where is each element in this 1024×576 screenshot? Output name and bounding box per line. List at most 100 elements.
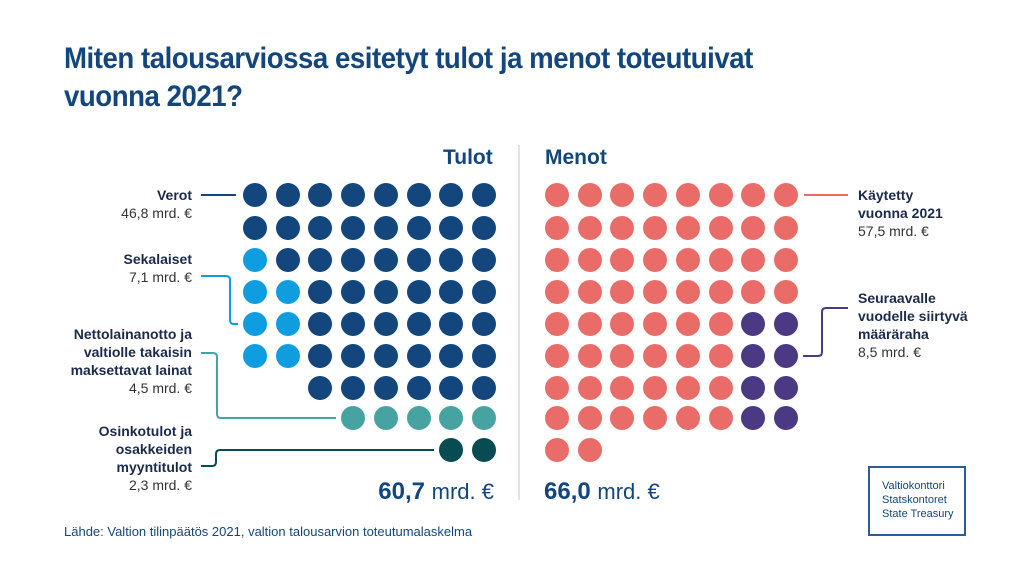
dot-verot <box>439 216 464 240</box>
dot-käytetty <box>545 312 569 336</box>
dot-käytetty <box>708 376 733 400</box>
dot-nettolainanotto <box>406 406 431 430</box>
dot-sekalaiset <box>243 344 267 368</box>
dot-sekalaiset <box>275 312 300 336</box>
dot-verot <box>439 312 464 336</box>
dot-verot <box>471 312 496 336</box>
dot-verot <box>406 216 431 240</box>
dot-sekalaiset <box>243 312 267 336</box>
dot-käytetty <box>675 183 700 207</box>
menot-total-unit: mrd. € <box>597 479 660 504</box>
dot-käytetty <box>643 183 668 207</box>
dot-käytetty <box>610 216 635 240</box>
dot-käytetty <box>708 312 733 336</box>
dot-käytetty <box>643 312 668 336</box>
dot-verot <box>406 312 431 336</box>
dot-käytetty <box>741 183 766 207</box>
dot-käytetty <box>545 406 569 430</box>
dot-verot <box>243 216 267 240</box>
dot-käytetty <box>643 376 668 400</box>
dot-verot <box>308 183 333 207</box>
dot-käytetty <box>577 376 602 400</box>
dot-nettolainanotto <box>373 406 398 430</box>
menot-total: 66,0 mrd. € <box>544 478 660 506</box>
dot-käytetty <box>773 248 798 272</box>
dot-osinkotulot <box>471 438 496 462</box>
dot-nettolainanotto <box>341 406 366 430</box>
dot-käytetty <box>577 406 602 430</box>
label-nettolainanotto-line2: valtiolle takaisin <box>83 344 192 360</box>
dot-verot <box>439 248 464 272</box>
label-nettolainanotto-value: 4,5 mrd. € <box>128 380 192 396</box>
dot-käytetty <box>610 406 635 430</box>
dot-siirtyvä <box>741 376 766 400</box>
dot-sekalaiset <box>275 344 300 368</box>
dot-käytetty <box>610 376 635 400</box>
dot-verot <box>471 280 496 304</box>
dot-käytetty <box>643 280 668 304</box>
dot-käytetty <box>545 280 569 304</box>
dot-käytetty <box>708 216 733 240</box>
dot-verot <box>439 344 464 368</box>
dot-käytetty <box>741 216 766 240</box>
page-title: Miten talousarviossa esitetyt tulot ja m… <box>64 42 753 113</box>
dot-verot <box>373 312 398 336</box>
dot-verot <box>373 376 398 400</box>
dot-käytetty <box>610 280 635 304</box>
dot-siirtyvä <box>741 312 766 336</box>
dot-käytetty <box>708 344 733 368</box>
dot-verot <box>471 248 496 272</box>
menot-heading: Menot <box>545 146 607 169</box>
label-osinkotulot-value: 2,3 mrd. € <box>128 477 192 493</box>
dot-verot <box>439 376 464 400</box>
tulot-heading: Tulot <box>443 146 493 169</box>
dot-verot <box>471 344 496 368</box>
dot-käytetty <box>610 248 635 272</box>
dot-käytetty <box>675 216 700 240</box>
dot-käytetty <box>675 312 700 336</box>
label-osinkotulot-line3: myyntitulot <box>116 459 192 475</box>
dot-käytetty <box>577 312 602 336</box>
dot-käytetty <box>577 216 602 240</box>
dot-verot <box>341 280 366 304</box>
state-treasury-logo: Valtiokonttori Statskontoret State Treas… <box>868 466 966 536</box>
dot-verot <box>406 344 431 368</box>
dot-käytetty <box>643 248 668 272</box>
logo-line-1: Valtiokonttori <box>882 480 945 492</box>
dot-käytetty <box>545 216 569 240</box>
dot-osinkotulot <box>439 438 464 462</box>
tulot-total-unit: mrd. € <box>431 479 494 504</box>
dot-käytetty <box>577 280 602 304</box>
dot-verot <box>308 376 333 400</box>
label-verot-value: 46,8 mrd. € <box>121 205 192 221</box>
dot-verot <box>308 344 333 368</box>
dot-käytetty <box>577 438 602 462</box>
dot-verot <box>341 376 366 400</box>
label-verot: Verot 46,8 mrd. € <box>121 186 192 222</box>
logo-line-2: Statskontoret <box>882 494 947 506</box>
dot-käytetty <box>675 344 700 368</box>
dot-verot <box>341 248 366 272</box>
dot-verot <box>341 344 366 368</box>
source-note: Lähde: Valtion tilinpäätös 2021, valtion… <box>64 524 473 539</box>
dot-käytetty <box>741 248 766 272</box>
dot-käytetty <box>773 216 798 240</box>
dot-käytetty <box>773 280 798 304</box>
dot-siirtyvä <box>773 312 798 336</box>
label-siirtyva-value: 8,5 mrd. € <box>858 344 922 360</box>
dot-verot <box>373 280 398 304</box>
dot-käytetty <box>545 344 569 368</box>
dot-käytetty <box>708 248 733 272</box>
label-kaytetty-line2: vuonna 2021 <box>858 205 943 221</box>
dot-verot <box>275 183 300 207</box>
dot-käytetty <box>577 248 602 272</box>
dot-käytetty <box>610 344 635 368</box>
tulot-total: 60,7 mrd. € <box>378 478 494 506</box>
dot-käytetty <box>675 280 700 304</box>
dot-käytetty <box>643 344 668 368</box>
label-kaytetty: Käytetty vuonna 2021 57,5 mrd. € <box>858 186 943 240</box>
dot-sekalaiset <box>275 280 300 304</box>
dot-verot <box>471 376 496 400</box>
dot-verot <box>471 216 496 240</box>
label-siirtyva-line3: määräraha <box>858 326 929 342</box>
